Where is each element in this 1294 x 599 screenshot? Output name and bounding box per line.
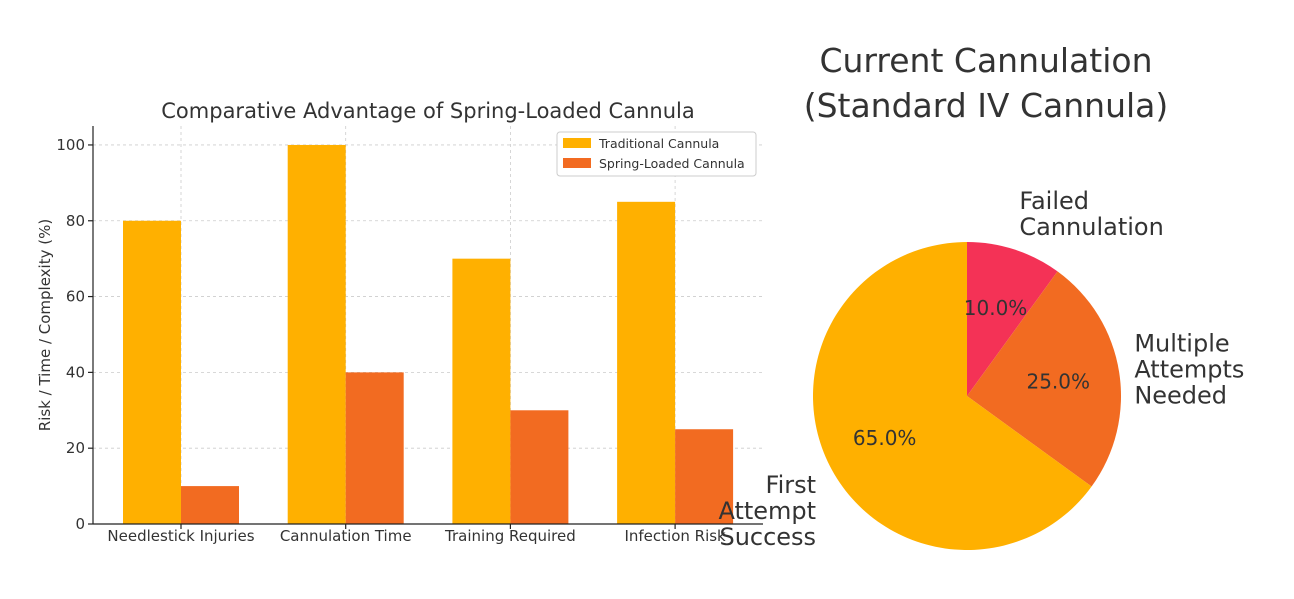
bar-traditional-cannula-cannulation-time — [287, 144, 346, 524]
legend-swatch-traditional-cannula — [563, 138, 591, 148]
bar-spring-loaded-cannula-training-required — [510, 410, 569, 524]
pie-label-multiple-attempts-needed: Multiple Attempts Needed — [1134, 330, 1244, 410]
pie-percent-multiple-attempts-needed: 25.0% — [1026, 370, 1090, 394]
pie-percent-first-attempt-success: 65.0% — [853, 426, 917, 450]
y-tick-label: 40 — [66, 363, 85, 381]
pie-label-failed-cannulation: Failed Cannulation — [1019, 187, 1163, 241]
bar-marks — [123, 144, 734, 525]
pie-slice-first-attempt-success — [812, 242, 1092, 550]
y-tick-label: 20 — [66, 439, 85, 457]
bar-traditional-cannula-infection-risk — [617, 201, 676, 525]
pie-chart-title: Current Cannulation (Standard IV Cannula) — [804, 41, 1169, 125]
bar-tick-labels: 0 20 40 60 80 100 Needlestick Injuries Cannulat… — [56, 136, 726, 545]
pie-slice-failed-cannulation — [967, 242, 1058, 396]
bar-chart-title: Comparative Advantage of Spring-Loaded C… — [161, 99, 694, 123]
y-tick-label: 0 — [75, 515, 85, 533]
legend-box — [556, 131, 757, 177]
y-tick-label: 100 — [56, 136, 85, 154]
bar-spring-loaded-cannula-needlestick-injuries — [181, 486, 239, 524]
x-tick-label-cannulation-time: Cannulation Time — [280, 527, 412, 545]
x-tick-label-needlestick-injuries: Needlestick Injuries — [107, 527, 254, 545]
pie-title-line: Current Cannulation — [819, 41, 1152, 80]
y-tick-label: 60 — [66, 288, 85, 306]
x-tick-label-training-required: Training Required — [444, 527, 576, 545]
pie-title-line: (Standard IV Cannula) — [804, 86, 1169, 125]
pie-label-first-attempt-success: First Attempt Success — [718, 471, 816, 551]
legend-swatch-spring-loaded-cannula — [563, 158, 591, 168]
x-tick-label-infection-risk: Infection Risk — [624, 527, 726, 545]
pie-percent-labels: 10.0% 25.0% 65.0% — [853, 296, 1090, 450]
y-tick-label: 80 — [66, 212, 85, 230]
bar-traditional-cannula-training-required — [452, 258, 511, 524]
bar-axes — [88, 126, 763, 529]
bar-spring-loaded-cannula-infection-risk — [675, 429, 734, 524]
pie-slice-multiple-attempts-needed — [967, 271, 1121, 487]
legend-label-spring-loaded-cannula: Spring-Loaded Cannula — [599, 156, 745, 171]
bar-traditional-cannula-needlestick-injuries — [123, 220, 181, 524]
legend-label-traditional-cannula: Traditional Cannula — [598, 136, 719, 151]
pie-chart: Current Cannulation (Standard IV Cannula)… — [718, 41, 1244, 551]
pie-slice-labels: Failed Cannulation Multiple Attempts Needed F… — [718, 187, 1244, 551]
pie-slices — [812, 242, 1121, 550]
bar-spring-loaded-cannula-cannulation-time — [345, 372, 404, 524]
bar-chart-legend: Traditional Cannula Spring-Loaded Cannula — [556, 131, 757, 177]
bar-chart-y-axis-label: Risk / Time / Complexity (%) — [36, 219, 54, 431]
pie-percent-failed-cannulation: 10.0% — [964, 296, 1028, 320]
bar-chart: 0 20 40 60 80 100 Needlestick Injuries Cannulat… — [36, 99, 763, 545]
